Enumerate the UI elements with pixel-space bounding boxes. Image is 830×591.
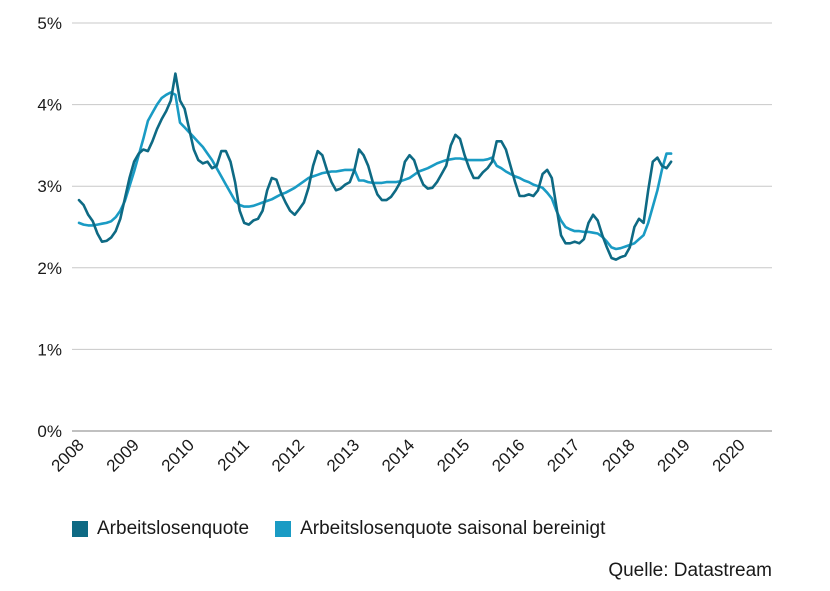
- x-tick-label: 2014: [378, 435, 418, 475]
- x-tick-label: 2016: [488, 435, 528, 475]
- x-tick-label: 2019: [654, 435, 694, 475]
- x-tick-label: 2020: [709, 435, 749, 475]
- y-tick-label: 2%: [37, 259, 62, 278]
- series-lines: [77, 72, 673, 261]
- series-line-arbeitslosenquote: [77, 72, 673, 261]
- legend: Arbeitslosenquote Arbeitslosenquote sais…: [72, 518, 631, 540]
- grid-lines: [72, 22, 772, 432]
- legend-swatch-saisonal-bereinigt: [275, 521, 292, 537]
- y-tick-label: 3%: [37, 177, 62, 196]
- legend-item-saisonal-bereinigt: Arbeitslosenquote saisonal bereinigt: [275, 518, 605, 540]
- y-tick-label: 4%: [37, 96, 62, 115]
- y-axis: 0% 1% 2% 3% 4% 5%: [37, 14, 62, 441]
- x-tick-label: 2018: [598, 435, 638, 475]
- y-tick-label: 0%: [37, 422, 62, 441]
- y-tick-label: 1%: [37, 340, 62, 359]
- series-line-saisonal-bereinigt: [77, 91, 673, 251]
- x-tick-label: 2010: [158, 435, 198, 475]
- legend-label-saisonal-bereinigt: Arbeitslosenquote saisonal bereinigt: [300, 518, 606, 539]
- legend-swatch-arbeitslosenquote: [72, 521, 88, 537]
- legend-item-arbeitslosenquote: Arbeitslosenquote: [72, 518, 249, 540]
- y-tick-label: 5%: [37, 14, 62, 33]
- x-tick-label: 2011: [214, 435, 253, 474]
- source-note: Quelle: Datastream: [608, 560, 772, 581]
- x-tick-label: 2009: [103, 435, 143, 475]
- x-tick-label: 2008: [48, 435, 88, 475]
- x-axis: 2008 2009 2010 2011 2012 2013 2014 2015 2016 2017…: [48, 435, 749, 475]
- line-chart: 0% 1% 2% 3% 4% 5% 2008 2009 2010 2011 2012 2013 201…: [37, 14, 772, 476]
- x-tick-label: 2012: [268, 435, 308, 475]
- x-tick-label: 2015: [433, 435, 473, 475]
- x-tick-label: 2013: [323, 435, 363, 475]
- x-tick-label: 2017: [543, 435, 583, 475]
- legend-label-arbeitslosenquote: Arbeitslosenquote: [97, 518, 250, 539]
